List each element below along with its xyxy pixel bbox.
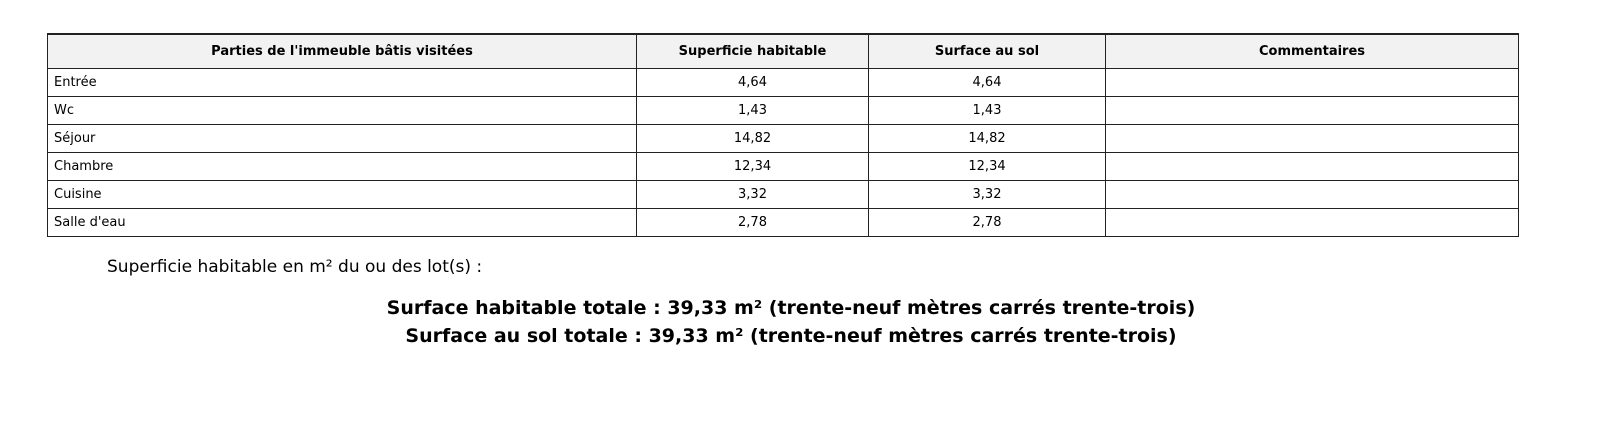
commentaire <box>1105 96 1519 125</box>
room-name: Séjour <box>47 124 637 153</box>
room-name: Cuisine <box>47 180 637 209</box>
header-commentaires: Commentaires <box>1105 33 1519 69</box>
header-surface-sol: Surface au sol <box>868 33 1106 69</box>
room-name: Wc <box>47 96 637 125</box>
table-row: Chambre 12,34 12,34 <box>47 152 1519 181</box>
surface-sol: 4,64 <box>868 68 1106 97</box>
room-name: Chambre <box>47 152 637 181</box>
total-sol: Surface au sol totale : 39,33 m² (trente… <box>405 325 1177 347</box>
commentaire <box>1105 68 1519 97</box>
table-row: Wc 1,43 1,43 <box>47 96 1519 125</box>
surface-sol: 14,82 <box>868 124 1106 153</box>
commentaire <box>1105 180 1519 209</box>
summary-subtitle: Superficie habitable en m² du ou des lot… <box>107 257 483 277</box>
surface-sol: 3,32 <box>868 180 1106 209</box>
surface-sol: 1,43 <box>868 96 1106 125</box>
commentaire <box>1105 124 1519 153</box>
surface-sol: 2,78 <box>868 208 1106 237</box>
superficie-habitable: 3,32 <box>636 180 869 209</box>
surfaces-table: Parties de l'immeuble bâtis visitées Sup… <box>47 33 1519 237</box>
table-row: Salle d'eau 2,78 2,78 <box>47 208 1519 237</box>
table-row: Cuisine 3,32 3,32 <box>47 180 1519 209</box>
table-row: Entrée 4,64 4,64 <box>47 68 1519 97</box>
room-name: Salle d'eau <box>47 208 637 237</box>
table-header-row: Parties de l'immeuble bâtis visitées Sup… <box>47 33 1519 69</box>
header-parties: Parties de l'immeuble bâtis visitées <box>47 33 637 69</box>
header-superficie: Superficie habitable <box>636 33 869 69</box>
superficie-habitable: 1,43 <box>636 96 869 125</box>
superficie-habitable: 4,64 <box>636 68 869 97</box>
surface-sol: 12,34 <box>868 152 1106 181</box>
superficie-habitable: 12,34 <box>636 152 869 181</box>
table-row: Séjour 14,82 14,82 <box>47 124 1519 153</box>
superficie-habitable: 2,78 <box>636 208 869 237</box>
commentaire <box>1105 208 1519 237</box>
commentaire <box>1105 152 1519 181</box>
superficie-habitable: 14,82 <box>636 124 869 153</box>
total-habitable: Surface habitable totale : 39,33 m² (tre… <box>386 297 1196 319</box>
room-name: Entrée <box>47 68 637 97</box>
